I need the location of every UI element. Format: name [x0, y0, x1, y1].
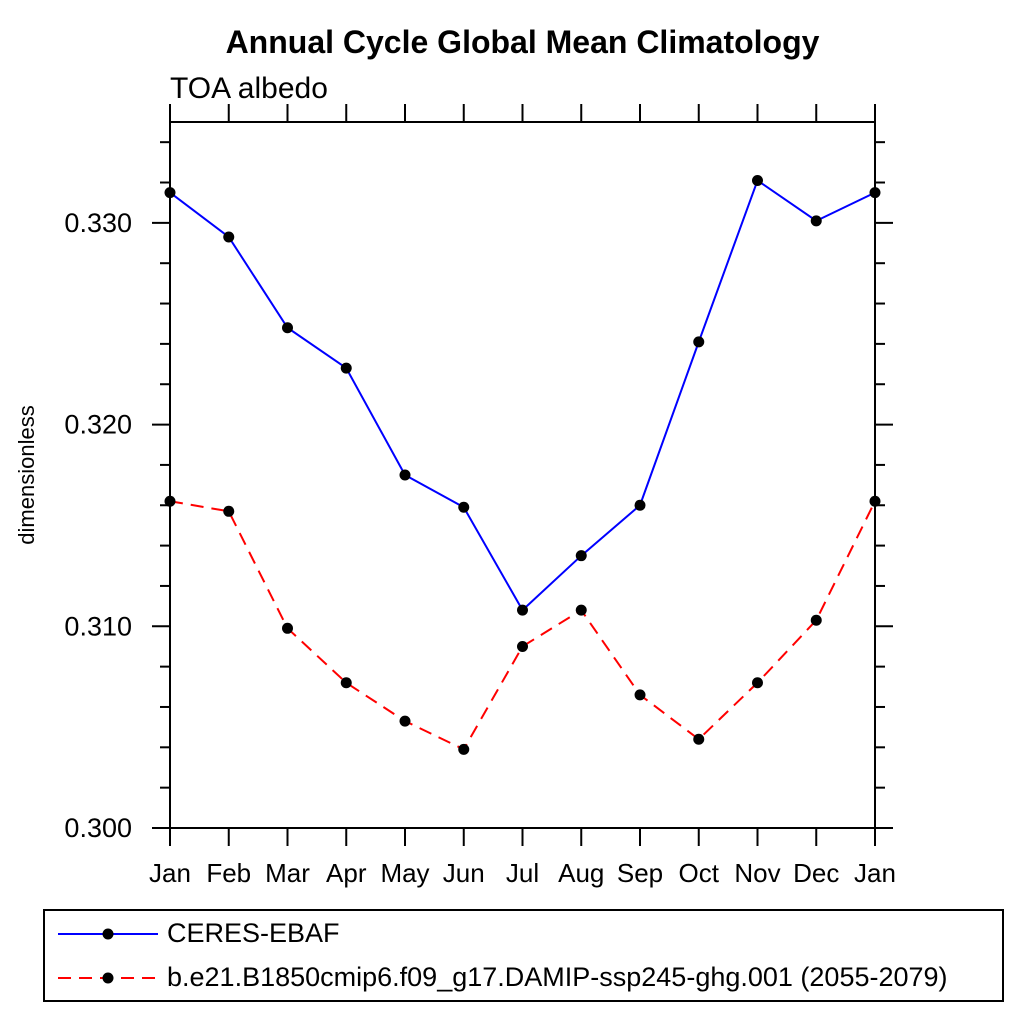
data-point-marker-0	[575, 550, 587, 562]
series-line-1	[169, 500, 876, 751]
legend-marker-icon	[102, 928, 114, 939]
chart-title: Annual Cycle Global Mean Climatology	[225, 24, 820, 60]
y-tick-label: 0.300	[64, 813, 132, 843]
x-tick-label: Apr	[326, 858, 367, 888]
x-tick-label: Aug	[558, 858, 604, 888]
data-point-marker-0	[399, 469, 411, 481]
data-point-marker-1	[752, 677, 763, 689]
legend-item-model: b.e21.B1850cmip6.f09_g17.DAMIP-ssp245-gh…	[52, 958, 1002, 998]
data-point-marker-1	[282, 622, 293, 634]
data-point-marker-0	[458, 501, 470, 513]
x-tick-label: Oct	[679, 858, 720, 888]
data-point-marker-1	[634, 689, 646, 701]
data-point-marker-0	[634, 499, 646, 511]
x-tick-label: Dec	[793, 858, 839, 888]
data-point-marker-1	[399, 715, 411, 727]
legend-label-observation: CERES-EBAF	[167, 918, 340, 948]
legend-item-ceres-ebaf: CERES-EBAF	[52, 914, 1002, 954]
legend-line-dashed-sample	[58, 972, 158, 983]
data-point-marker-1	[517, 640, 528, 652]
data-point-marker-1	[164, 495, 176, 507]
y-tick-label: 0.310	[64, 611, 132, 641]
x-tick-label: Sep	[617, 858, 663, 888]
x-tick-label: Nov	[734, 858, 780, 888]
chart-layer: Jan Feb Mar Apr May Jun Jul Aug Sep Oct Nov Dec Jan 0…	[64, 104, 896, 888]
data-point-marker-1	[575, 604, 587, 616]
data-point-marker-1	[869, 495, 881, 507]
x-tick-label: May	[380, 858, 429, 888]
x-tick-label: Feb	[206, 858, 251, 888]
data-point-marker-0	[340, 362, 352, 374]
x-tick-label: Jan	[149, 858, 191, 888]
plot-frame	[169, 121, 876, 829]
legend: CERES-EBAF b.e21.B1850cmip6.f09_g17.DAMI…	[43, 909, 1004, 1002]
y-tick-label: 0.320	[64, 410, 132, 440]
data-point-marker-0	[810, 215, 822, 227]
data-point-marker-1	[340, 677, 352, 689]
y-axis-label: dimensionless	[14, 405, 39, 544]
legend-marker-icon	[102, 972, 114, 983]
data-point-marker-0	[752, 174, 763, 186]
x-tick-label: Jan	[854, 858, 896, 888]
legend-label-model: b.e21.B1850cmip6.f09_g17.DAMIP-ssp245-gh…	[167, 962, 948, 992]
x-tick-label: Jun	[443, 858, 485, 888]
data-point-marker-1	[458, 743, 470, 755]
series-line-0	[169, 178, 876, 612]
chart-subtitle: TOA albedo	[170, 72, 328, 105]
data-point-marker-0	[223, 231, 235, 243]
data-point-marker-1	[693, 733, 705, 745]
data-point-marker-0	[693, 336, 705, 348]
data-point-marker-0	[517, 604, 528, 616]
y-tick-label: 0.330	[64, 208, 132, 238]
data-point-marker-0	[164, 187, 176, 199]
data-point-marker-1	[810, 614, 822, 626]
data-point-marker-1	[223, 505, 235, 517]
x-tick-label: Jul	[506, 858, 539, 888]
data-point-marker-0	[869, 187, 881, 199]
data-point-marker-0	[282, 322, 293, 334]
legend-line-solid-sample	[58, 928, 158, 939]
x-tick-label: Mar	[265, 858, 310, 888]
